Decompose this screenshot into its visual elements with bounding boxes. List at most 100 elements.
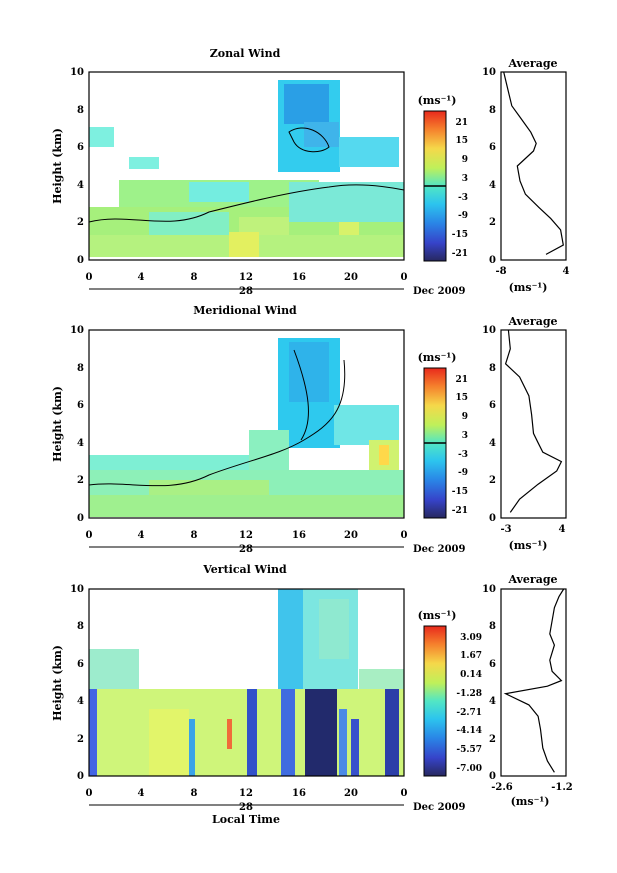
wind-patch: [385, 689, 399, 776]
heatmap-field: [88, 80, 405, 257]
wind-patch: [351, 719, 359, 776]
x-tick-label: 8: [191, 272, 198, 283]
wind-patch: [149, 709, 189, 776]
x-tick-label: 0: [401, 788, 408, 799]
y-tick-label: 4: [77, 438, 84, 449]
y-tick-label: 10: [70, 67, 84, 78]
x-tick-label: 20: [344, 788, 358, 799]
y-tick-label: 6: [489, 142, 496, 153]
colorbar-fill: [424, 626, 446, 776]
heatmap-field: [88, 338, 404, 517]
average-x-label: (ms⁻¹): [509, 539, 548, 552]
colorbar-tick: -7.00: [456, 764, 482, 774]
panel-title: Zonal Wind: [210, 47, 281, 60]
y-tick-label: 4: [77, 180, 84, 191]
colorbar-unit: (ms⁻¹): [418, 351, 457, 364]
y-tick-label: 10: [482, 584, 496, 595]
y-tick-label: 0: [489, 771, 496, 782]
colorbar-tick: -4.14: [456, 726, 482, 736]
average-title: Average: [507, 315, 557, 328]
panel-meridional: Meridional Wind 0 2 4 6 8 10 0 4 8 12: [51, 304, 567, 555]
y-tick-label: 6: [489, 400, 496, 411]
y-tick-label: 4: [77, 696, 84, 707]
y-tick-label: 0: [77, 513, 84, 524]
wind-patch: [334, 405, 399, 445]
y-tick-label: 8: [489, 621, 496, 632]
y-tick-label: 6: [77, 400, 84, 411]
wind-patch: [289, 342, 329, 402]
colorbar-tick: 9: [462, 412, 468, 422]
average-frame: [500, 71, 567, 261]
wind-patch: [89, 495, 404, 517]
average-frame: [500, 588, 567, 777]
colorbar-tick: -3: [458, 193, 468, 203]
colorbar: [423, 367, 447, 519]
colorbar-tick: -3: [458, 450, 468, 460]
y-tick-label: 8: [77, 363, 84, 374]
colorbar-tick: -5.57: [456, 745, 482, 755]
y-tick-label: 6: [489, 659, 496, 670]
average-profile: Average 0 2 4 6 8 10 -3 4 (ms⁻¹): [482, 315, 567, 552]
y-tick-label: 6: [77, 659, 84, 670]
wind-patch: [129, 157, 159, 169]
average-frame: [500, 329, 567, 519]
average-title: Average: [507, 57, 557, 70]
colorbar: [423, 110, 447, 262]
day-label: 28: [239, 802, 253, 813]
colorbar-tick: 0.14: [460, 670, 482, 680]
y-tick-label: 8: [77, 105, 84, 116]
zero-contour: [88, 127, 405, 223]
average-x-tick: -1.2: [551, 782, 573, 793]
plot-frame: [88, 329, 405, 519]
date-label: Dec 2009: [413, 286, 465, 297]
panel-zonal: Zonal Wind 0 2 4 6 8 10: [51, 47, 570, 297]
y-tick-label: 2: [77, 475, 84, 486]
wind-patch: [379, 445, 389, 465]
colorbar-tick: -15: [452, 230, 468, 240]
y-tick-label: 0: [77, 771, 84, 782]
colorbar-tick: 1.67: [460, 651, 482, 661]
x-tick-label: 16: [292, 788, 306, 799]
colorbar: [423, 625, 447, 777]
date-label: Dec 2009: [413, 544, 465, 555]
wind-patch: [89, 455, 269, 470]
y-tick-label: 4: [489, 438, 496, 449]
average-x-label: (ms⁻¹): [509, 281, 548, 294]
average-x-tick: -2.6: [491, 782, 513, 793]
wind-patch: [359, 669, 404, 689]
x-tick-label: 0: [401, 530, 408, 541]
colorbar-tick: 21: [455, 118, 468, 128]
wind-patch: [305, 689, 337, 776]
wind-patch: [189, 182, 249, 202]
wind-patch: [227, 719, 232, 749]
x-tick-label: 8: [191, 530, 198, 541]
y-tick-label: 2: [489, 217, 496, 228]
wind-patch: [339, 709, 347, 776]
average-line: [503, 588, 565, 773]
day-label: 28: [239, 544, 253, 555]
panel-vertical: Vertical Wind 0 2 4 6 8 10: [51, 563, 573, 826]
x-tick-label: 0: [401, 272, 408, 283]
y-tick-label: 2: [77, 734, 84, 745]
colorbar-tick: -15: [452, 487, 468, 497]
colorbar-frame: [423, 625, 447, 777]
wind-patch: [319, 599, 349, 659]
x-tick-label: 0: [86, 788, 93, 799]
x-tick-label: 20: [344, 272, 358, 283]
date-label: Dec 2009: [413, 802, 465, 813]
average-x-tick: 4: [559, 524, 566, 535]
axes: 0 2 4 6 8 10 0 4 8 12 16 20 0 Height (km…: [51, 325, 465, 555]
wind-patch: [339, 137, 399, 167]
y-axis-label: Height (km): [51, 645, 64, 721]
y-tick-label: 4: [489, 696, 496, 707]
x-tick-label: 12: [239, 788, 253, 799]
x-tick-label: 4: [138, 530, 145, 541]
x-tick-label: 8: [191, 788, 198, 799]
y-tick-label: 2: [77, 217, 84, 228]
axes: 0 2 4 6 8 10 0 4 8 12 16 20 0 Height (km…: [51, 67, 465, 297]
zero-contour: [88, 349, 346, 487]
wind-patch: [189, 719, 195, 776]
colorbar-tick: 21: [455, 375, 468, 385]
y-tick-label: 0: [489, 513, 496, 524]
